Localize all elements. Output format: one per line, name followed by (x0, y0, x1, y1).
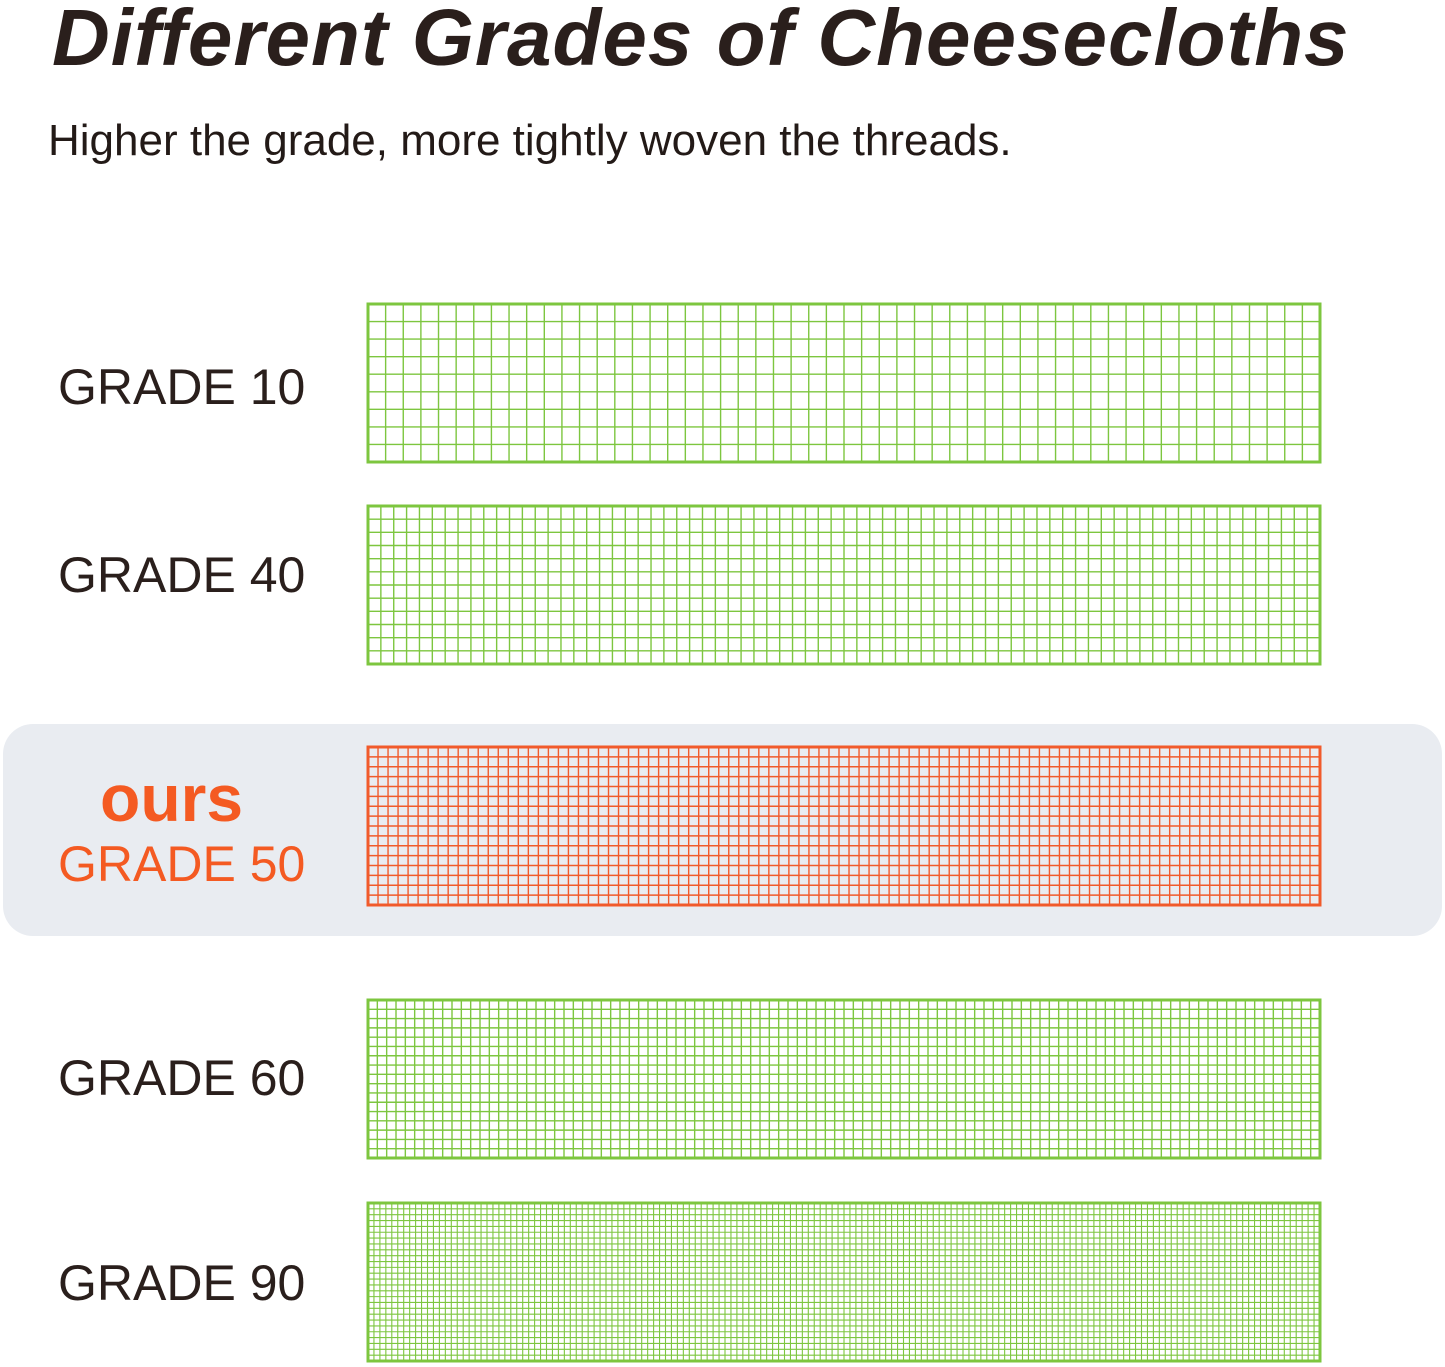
mesh-grade-50 (366, 745, 1322, 907)
mesh-threads (368, 304, 1320, 462)
grade-label-60: GRADE 60 (58, 1050, 306, 1106)
highlight-band (3, 724, 1442, 936)
mesh-grade-10 (366, 302, 1322, 464)
mesh-threads (368, 506, 1320, 664)
mesh-grade-90 (366, 1201, 1322, 1363)
grade-label-40: GRADE 40 (58, 547, 306, 603)
mesh-grade-40 (366, 504, 1322, 666)
page-title: Different Grades of Cheesecloths (52, 0, 1350, 82)
grade-label-50: GRADE 50 (58, 836, 306, 892)
ours-badge: ours (100, 761, 244, 835)
mesh-threads (368, 1000, 1320, 1158)
ours-label-group: ours GRADE 50 (58, 765, 348, 895)
grade-label-10: GRADE 10 (58, 359, 306, 415)
mesh-threads (368, 1203, 1320, 1361)
mesh-grade-60 (366, 998, 1322, 1160)
grade-label-90: GRADE 90 (58, 1255, 306, 1311)
mesh-threads (368, 747, 1320, 905)
page-subtitle: Higher the grade, more tightly woven the… (48, 116, 1012, 165)
